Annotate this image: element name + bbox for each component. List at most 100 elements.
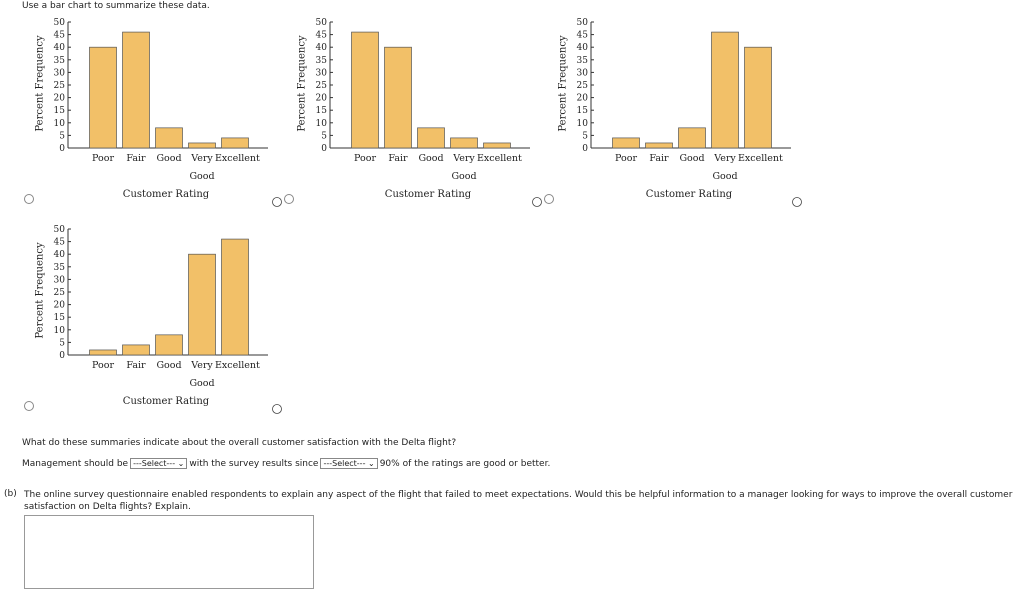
select-text: ---Select--- <box>133 459 176 468</box>
y-tick-label: 50 <box>577 18 589 28</box>
bar <box>89 349 117 356</box>
y-tick-label: 45 <box>54 238 66 248</box>
y-tick-label: 35 <box>316 56 328 66</box>
y-tick-label: 25 <box>54 81 66 91</box>
bar <box>744 46 772 149</box>
y-tick-label: 20 <box>577 94 589 104</box>
radio-button[interactable] <box>544 194 554 204</box>
x-tick-label: Fair <box>649 153 669 164</box>
y-tick-label: 30 <box>54 275 66 285</box>
x-axis-label: Customer Rating <box>645 189 733 200</box>
chart-plot: 0 5 10 15 20 25 30 35 40 45 50 <box>316 18 530 154</box>
bar <box>450 137 478 149</box>
y-tick-label: 0 <box>321 144 327 154</box>
chart: 0 5 10 15 20 25 30 35 40 45 50 Poor Fair Good Very Goo… <box>22 2 312 207</box>
x-tick-label: Good <box>156 360 182 371</box>
y-tick-label: 35 <box>577 56 589 66</box>
chart-plot: 0 5 10 15 20 25 30 35 40 45 50 <box>54 18 268 154</box>
y-tick-label: 5 <box>582 131 588 141</box>
y-tick-label: 50 <box>54 18 66 28</box>
y-axis-label: Percent Frequency <box>34 35 46 132</box>
x-tick-label: Fair <box>388 153 408 164</box>
bar <box>351 31 379 149</box>
bar <box>155 334 183 356</box>
radio-button[interactable] <box>24 401 34 411</box>
y-tick-label: 50 <box>54 225 66 235</box>
question: What do these summaries indicate about t… <box>22 438 457 448</box>
y-tick-label: 15 <box>54 106 66 116</box>
y-tick-label: 10 <box>577 119 589 129</box>
x-tick-label: Poor <box>92 360 114 371</box>
chart: 0 5 10 15 20 25 30 35 40 45 50 Poor Fair Good Very Goo… <box>545 2 835 207</box>
bar <box>188 142 216 149</box>
x-tick-label: Very Good <box>451 153 477 182</box>
y-axis-label: Percent Frequency <box>557 35 569 132</box>
y-tick-label: 0 <box>59 351 65 361</box>
y-tick-label: 20 <box>54 301 66 311</box>
bar <box>188 253 216 356</box>
y-tick-label: 40 <box>316 43 328 53</box>
y-tick-label: 45 <box>316 31 328 41</box>
bar <box>89 46 117 149</box>
y-tick-label: 20 <box>316 94 328 104</box>
y-tick-label: 30 <box>577 68 589 78</box>
y-tick-label: 0 <box>59 144 65 154</box>
y-tick-label: 30 <box>316 68 328 78</box>
y-tick-label: 50 <box>316 18 328 28</box>
x-tick-label: Very Good <box>712 153 738 182</box>
y-tick-label: 10 <box>316 119 328 129</box>
y-axis-label: Percent Frequency <box>34 242 46 339</box>
x-tick-label: Good <box>418 153 444 164</box>
x-tick-label: Fair <box>126 360 146 371</box>
x-tick-label: Fair <box>126 153 146 164</box>
part-label: (b) <box>4 489 17 499</box>
y-tick-label: 0 <box>582 144 588 154</box>
y-tick-label: 15 <box>577 106 589 116</box>
y-tick-label: 10 <box>54 326 66 336</box>
bar <box>678 127 706 149</box>
y-tick-label: 20 <box>54 94 66 104</box>
y-tick-label: 40 <box>54 250 66 260</box>
x-tick-label: Poor <box>615 153 637 164</box>
bar <box>711 31 739 149</box>
bar <box>612 137 640 149</box>
y-tick-label: 30 <box>54 68 66 78</box>
text-area[interactable] <box>24 515 314 589</box>
text: Management should be <box>22 459 129 469</box>
bar <box>221 238 249 356</box>
y-tick-label: 5 <box>321 131 327 141</box>
x-tick-label: Poor <box>354 153 376 164</box>
y-tick-label: 35 <box>54 263 66 273</box>
chart: 0 5 10 15 20 25 30 35 40 45 50 Poor Fair Good Very Goo… <box>22 209 312 414</box>
chart: 0 5 10 15 20 25 30 35 40 45 50 Poor Fair Good Very Goo… <box>284 2 574 207</box>
y-tick-label: 15 <box>316 106 328 116</box>
bar <box>122 31 150 149</box>
radio-button[interactable] <box>24 194 34 204</box>
bar <box>483 142 511 149</box>
chart-plot: 0 5 10 15 20 25 30 35 40 45 50 <box>54 225 268 361</box>
bar <box>645 142 673 149</box>
select[interactable]: ---Select--- ⌄ <box>130 458 188 469</box>
x-axis-label: Customer Rating <box>122 189 210 200</box>
x-axis-label: Customer Rating <box>122 396 210 407</box>
y-tick-label: 25 <box>316 81 328 91</box>
y-tick-label: 45 <box>577 31 589 41</box>
x-tick-label: Good <box>679 153 705 164</box>
y-tick-label: 45 <box>54 31 66 41</box>
x-tick-label: Good <box>156 153 182 164</box>
select[interactable]: ---Select--- ⌄ <box>320 458 378 469</box>
answer-sentence: Management should be ---Select--- ⌄ with t… <box>22 458 550 469</box>
bar <box>221 137 249 149</box>
text: with the survey results since <box>189 459 319 469</box>
y-tick-label: 5 <box>59 131 65 141</box>
part-text: The online survey questionnaire enabled … <box>24 490 1013 512</box>
x-tick-label: Excellent <box>738 153 783 164</box>
y-tick-label: 10 <box>54 119 66 129</box>
bar <box>417 127 445 149</box>
chart-plot: 0 5 10 15 20 25 30 35 40 45 50 <box>577 18 791 154</box>
radio-button[interactable] <box>284 194 294 204</box>
x-tick-label: Excellent <box>477 153 522 164</box>
instruction: Use a bar chart to summarize these data. <box>22 1 210 11</box>
y-axis-label: Percent Frequency <box>296 35 308 132</box>
